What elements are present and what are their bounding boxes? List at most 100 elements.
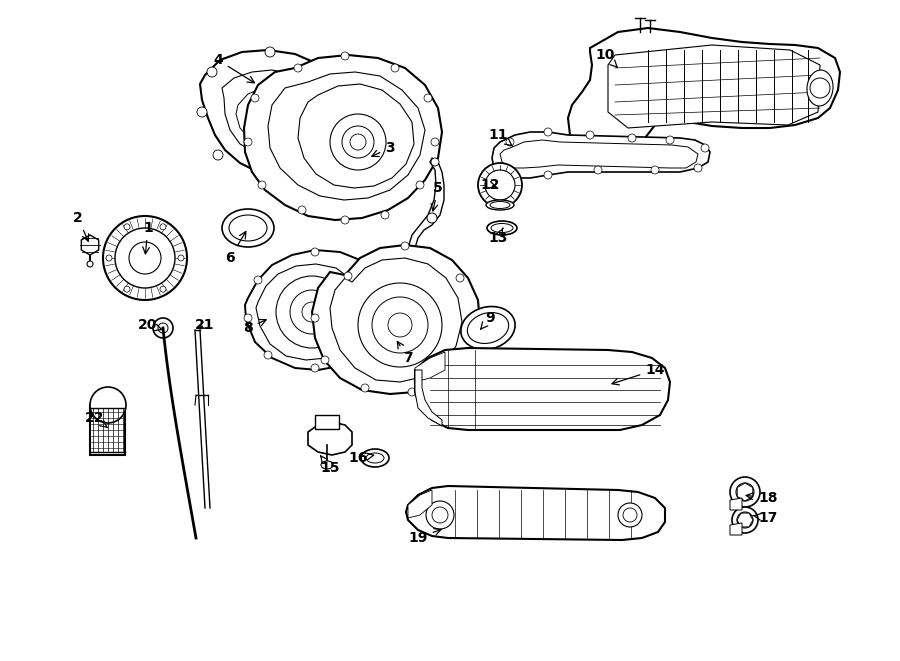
Ellipse shape — [807, 70, 833, 106]
Circle shape — [456, 274, 464, 282]
Circle shape — [267, 169, 277, 179]
Text: 15: 15 — [320, 456, 340, 475]
Ellipse shape — [467, 313, 508, 344]
Polygon shape — [256, 264, 364, 360]
Polygon shape — [330, 258, 462, 382]
Polygon shape — [268, 72, 425, 200]
Circle shape — [115, 228, 175, 288]
Polygon shape — [308, 422, 352, 455]
Circle shape — [594, 166, 602, 174]
Circle shape — [290, 290, 334, 334]
Polygon shape — [81, 235, 99, 255]
Text: 16: 16 — [348, 451, 374, 465]
Circle shape — [323, 67, 333, 77]
Polygon shape — [406, 486, 665, 540]
Circle shape — [381, 211, 389, 219]
Text: 1: 1 — [143, 221, 153, 254]
Polygon shape — [90, 405, 125, 455]
Text: 4: 4 — [213, 53, 255, 83]
Circle shape — [736, 483, 754, 501]
Polygon shape — [236, 86, 312, 145]
Text: 10: 10 — [595, 48, 617, 67]
Circle shape — [361, 384, 369, 392]
Circle shape — [427, 213, 437, 223]
Ellipse shape — [366, 453, 384, 463]
Circle shape — [666, 136, 674, 144]
Circle shape — [311, 364, 319, 372]
Circle shape — [298, 206, 306, 214]
Circle shape — [544, 171, 552, 179]
Polygon shape — [245, 250, 382, 370]
Circle shape — [427, 260, 437, 270]
Text: 13: 13 — [489, 228, 508, 245]
Text: 19: 19 — [409, 529, 441, 545]
Circle shape — [391, 64, 399, 72]
Circle shape — [408, 388, 416, 396]
Bar — [315, 415, 339, 429]
Circle shape — [737, 512, 753, 528]
Circle shape — [694, 164, 702, 172]
Text: 7: 7 — [397, 342, 413, 365]
Circle shape — [586, 131, 594, 139]
Circle shape — [160, 224, 166, 230]
Circle shape — [158, 323, 168, 333]
Circle shape — [810, 78, 830, 98]
Circle shape — [342, 126, 374, 158]
Circle shape — [732, 507, 758, 533]
Text: 6: 6 — [225, 231, 246, 265]
Circle shape — [426, 501, 454, 529]
Circle shape — [454, 366, 462, 374]
Circle shape — [354, 351, 362, 359]
Circle shape — [103, 216, 187, 300]
Circle shape — [160, 286, 166, 292]
Circle shape — [327, 155, 337, 165]
Circle shape — [506, 171, 514, 179]
Circle shape — [471, 321, 479, 329]
Circle shape — [264, 351, 272, 359]
Polygon shape — [408, 490, 432, 518]
Ellipse shape — [229, 215, 267, 241]
Circle shape — [244, 314, 252, 322]
Circle shape — [124, 224, 130, 230]
Text: 8: 8 — [243, 319, 266, 335]
Circle shape — [431, 158, 439, 166]
Circle shape — [478, 163, 522, 207]
Circle shape — [401, 242, 409, 250]
Circle shape — [388, 313, 412, 337]
Ellipse shape — [321, 461, 333, 469]
Circle shape — [701, 144, 709, 152]
Circle shape — [368, 274, 376, 282]
Circle shape — [178, 255, 184, 261]
Polygon shape — [298, 84, 414, 188]
Text: 2: 2 — [73, 211, 88, 241]
Circle shape — [628, 134, 636, 142]
Circle shape — [294, 64, 302, 72]
Ellipse shape — [486, 200, 514, 210]
Circle shape — [90, 387, 126, 423]
Ellipse shape — [487, 221, 517, 235]
Polygon shape — [244, 55, 442, 220]
Circle shape — [124, 286, 130, 292]
Polygon shape — [737, 513, 753, 527]
Circle shape — [341, 52, 349, 60]
Circle shape — [265, 47, 275, 57]
Polygon shape — [500, 140, 698, 168]
Ellipse shape — [490, 202, 510, 208]
Text: 9: 9 — [481, 311, 495, 329]
Circle shape — [350, 134, 366, 150]
Polygon shape — [730, 498, 742, 510]
Circle shape — [651, 166, 659, 174]
Circle shape — [302, 302, 322, 322]
Circle shape — [424, 94, 432, 102]
Polygon shape — [492, 132, 710, 178]
Polygon shape — [415, 348, 670, 430]
Polygon shape — [312, 245, 480, 394]
Circle shape — [321, 356, 329, 364]
Circle shape — [431, 138, 439, 146]
Circle shape — [544, 128, 552, 136]
Text: 21: 21 — [195, 318, 215, 332]
Circle shape — [485, 170, 515, 200]
Ellipse shape — [491, 223, 513, 233]
Polygon shape — [415, 370, 442, 426]
Text: 22: 22 — [86, 411, 108, 428]
